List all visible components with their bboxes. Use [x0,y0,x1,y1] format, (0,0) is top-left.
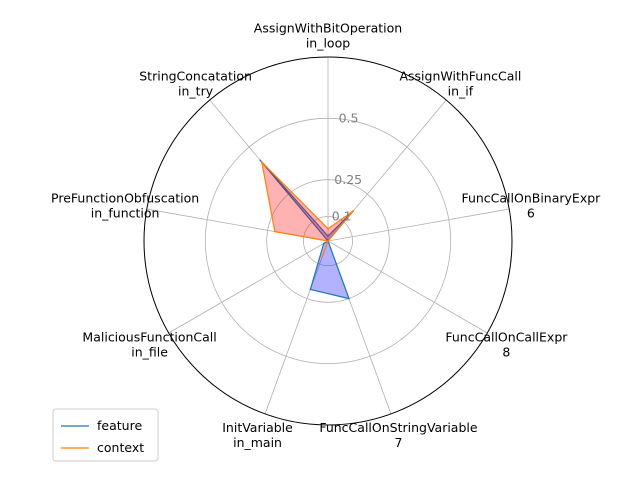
category-label: in_try [178,84,214,99]
category-label: in_file [131,345,168,360]
category-label: FuncCallOnStringVariable [319,420,478,435]
spoke-line [168,240,329,334]
series-layer [259,159,355,300]
data-point-context [327,227,329,230]
data-point-context [327,240,329,242]
outer-frame [143,56,513,426]
category-label: AssignWithBitOperation [254,21,402,36]
data-point-feature [259,159,261,161]
data-point-feature [348,297,350,300]
data-point-feature [327,235,329,237]
grid-layer [143,56,513,426]
data-point-feature [309,288,312,291]
category-label: MaliciousFunctionCall [82,330,216,345]
data-point-context [321,256,323,258]
category-label: 6 [527,206,535,221]
category-label: in_function [91,206,160,221]
category-label: in_if [448,84,474,99]
category-label: AssignWithFuncCall [399,69,521,84]
category-label: StringConcatation [139,69,252,84]
category-label: InitVariable [222,420,293,435]
spoke-line [327,208,510,242]
category-label: in_main [233,435,282,450]
radial-tick-label: 0.25 [334,172,362,187]
data-point-context [260,161,263,163]
legend: feature context [52,408,159,462]
legend-label-context: context [97,440,144,455]
spoke-line [264,240,329,415]
grid-circle [303,216,353,266]
category-label: PreFunctionObfuscation [51,191,199,206]
category-label: FuncCallOnBinaryExpr [461,191,601,206]
grid-circle [204,117,452,365]
series-fill-feature [260,160,354,299]
category-label: in_loop [306,36,350,51]
data-point-context [274,230,276,233]
category-label: FuncCallOnCallExpr [445,330,568,345]
category-label: 8 [502,345,510,360]
series-line-context [261,161,354,258]
category-label: 7 [394,435,402,450]
data-point-context [352,210,355,212]
spoke-line [327,240,488,334]
radial-tick-label: 0.1 [332,209,352,224]
legend-label-feature: feature [97,418,142,433]
data-point-feature [322,242,325,245]
grid-circle [266,179,390,303]
radial-tick-label: 0.5 [339,111,359,126]
